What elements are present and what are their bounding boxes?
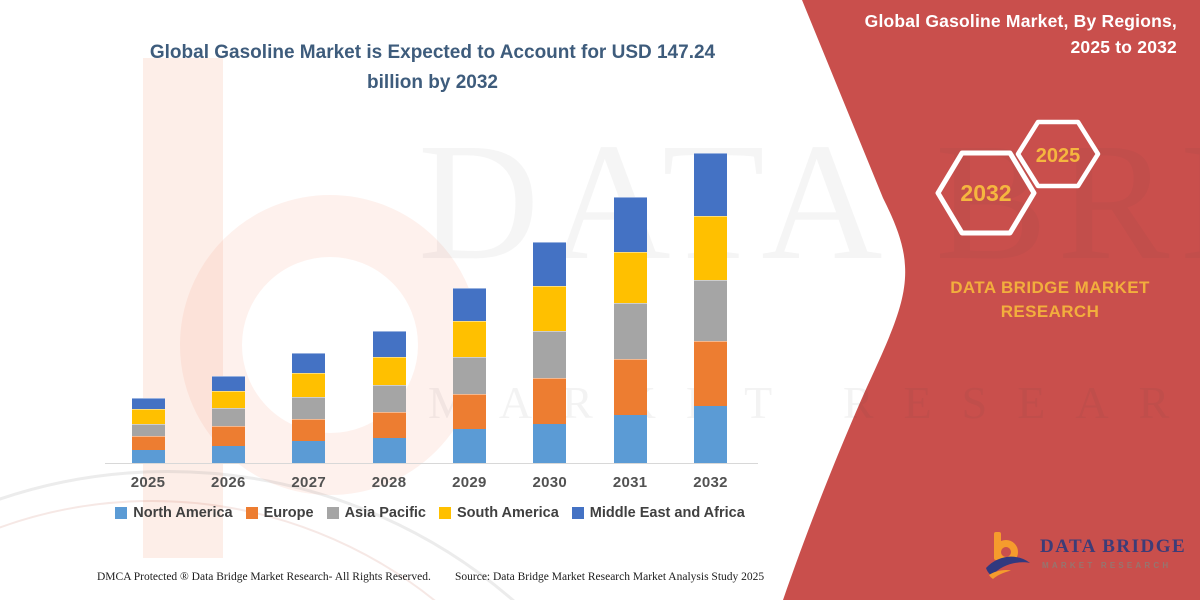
- bar-segment-south-america-2027: [292, 373, 326, 397]
- x-axis-label-2031: 2031: [612, 474, 648, 491]
- legend-item-europe: Europe: [245, 505, 314, 521]
- x-axis-label-2027: 2027: [291, 474, 326, 491]
- x-axis-label-2025: 2025: [130, 474, 166, 491]
- hexagon-2025-label: 2025: [1036, 145, 1081, 167]
- hexagon-2032: [935, 150, 1037, 236]
- legend-swatch-icon: [439, 507, 451, 519]
- logo-swoosh-accent: [989, 570, 1011, 579]
- bar-segment-europe-2030: [533, 377, 567, 425]
- legend-label: South America: [457, 505, 559, 521]
- bar-segment-north-america-2030: [533, 424, 567, 464]
- legend-swatch-icon: [326, 507, 339, 519]
- bar-segment-middle-east-and-africa-2030: [533, 242, 567, 286]
- bar-segment-asia-pacific-2028: [372, 384, 406, 412]
- footer-dmca-text: DMCA Protected ® Data Bridge Market Rese…: [97, 571, 431, 583]
- bar-segment-asia-pacific-2030: [533, 330, 567, 378]
- bar-segment-south-america-2032: [693, 216, 727, 280]
- bar-segment-asia-pacific-2029: [452, 357, 486, 395]
- bar-segment-asia-pacific-2026: [211, 407, 245, 427]
- brand-name-line1: DATA BRIDGE MARKET: [950, 278, 1150, 297]
- bar-segment-europe-2027: [292, 418, 326, 441]
- chart-title-line2: billion by 2032: [367, 72, 498, 93]
- legend-item-north-america: North America: [115, 505, 233, 521]
- x-axis-label-2029: 2029: [452, 474, 487, 491]
- logo-name-text: DATA BRIDGE: [1040, 536, 1187, 557]
- bar-segment-north-america-2032: [693, 406, 727, 464]
- bar-segment-asia-pacific-2025: [131, 423, 165, 436]
- legend-item-asia-pacific: Asia Pacific: [326, 505, 426, 521]
- company-logo: DATA BRIDGE MARKET RESEARCH: [984, 527, 1194, 589]
- bar-segment-middle-east-and-africa-2029: [452, 288, 486, 322]
- bar-segment-europe-2031: [613, 358, 647, 415]
- legend-label: Europe: [263, 505, 314, 521]
- bar-segment-south-america-2031: [613, 251, 647, 304]
- hexagon-2025: [1015, 119, 1101, 189]
- x-axis-label-2028: 2028: [371, 474, 407, 491]
- bar-segment-asia-pacific-2032: [693, 279, 727, 341]
- year-hexagons: 2032 2025: [935, 119, 1101, 236]
- bar-segment-north-america-2028: [372, 438, 406, 464]
- bar-segment-north-america-2025: [131, 449, 165, 464]
- brand-name-block: DATA BRIDGE MARKET RESEARCH: [930, 276, 1170, 324]
- legend-item-south-america: South America: [439, 505, 559, 521]
- bar-segment-south-america-2029: [452, 321, 486, 358]
- legend-label: Middle East and Africa: [589, 505, 745, 521]
- bar-segment-north-america-2029: [452, 428, 486, 464]
- hexagon-2032-label: 2032: [960, 180, 1011, 206]
- bar-segment-middle-east-and-africa-2026: [211, 375, 245, 392]
- banner-heading: Global Gasoline Market, By Regions, 2025…: [865, 8, 1177, 60]
- bar-segment-south-america-2030: [533, 285, 567, 331]
- bar-segment-south-america-2025: [131, 409, 165, 424]
- bar-segment-middle-east-and-africa-2025: [131, 397, 165, 410]
- x-axis-label-2032: 2032: [693, 474, 728, 491]
- bar-segment-south-america-2028: [372, 357, 406, 385]
- chart-title: Global Gasoline Market is Expected to Ac…: [105, 38, 760, 98]
- banner-heading-line2: 2025 to 2032: [1070, 37, 1177, 57]
- chart-legend: North America Europe Asia Pacific South Ame…: [100, 505, 760, 521]
- bar-segment-europe-2029: [452, 394, 486, 429]
- chart-title-line1: Global Gasoline Market is Expected to Ac…: [149, 42, 716, 63]
- bar-segment-europe-2032: [693, 340, 727, 407]
- x-axis-line: [105, 463, 758, 464]
- banner-heading-line1: Global Gasoline Market, By Regions,: [864, 11, 1177, 31]
- footer-source-text: Source: Data Bridge Market Research Mark…: [455, 571, 765, 583]
- bar-segment-north-america-2026: [211, 445, 245, 464]
- bar-segment-europe-2028: [372, 411, 406, 439]
- brand-name-line2: RESEARCH: [1000, 302, 1100, 321]
- x-axis-label-2030: 2030: [532, 474, 568, 491]
- bar-segment-asia-pacific-2027: [292, 396, 326, 419]
- legend-swatch-icon: [571, 507, 584, 519]
- x-axis-label-2026: 2026: [211, 474, 246, 491]
- bar-segment-south-america-2026: [211, 391, 245, 408]
- legend-label: Asia Pacific: [344, 505, 426, 521]
- bar-segment-asia-pacific-2031: [613, 303, 647, 359]
- legend-label: North America: [133, 505, 233, 521]
- logo-swoosh: [986, 556, 1030, 576]
- legend-swatch-icon: [245, 507, 258, 519]
- legend-swatch-icon: [115, 507, 128, 519]
- bar-segment-middle-east-and-africa-2027: [292, 352, 326, 374]
- bar-segment-north-america-2027: [292, 440, 326, 464]
- legend-item-middle-east-and-africa: Middle East and Africa: [571, 505, 745, 521]
- bar-segment-north-america-2031: [613, 414, 647, 464]
- bar-segment-middle-east-and-africa-2031: [613, 197, 647, 252]
- bar-segment-middle-east-and-africa-2032: [693, 153, 727, 217]
- bar-segment-europe-2025: [131, 435, 165, 450]
- data-bridge-logo-icon: [986, 532, 1030, 579]
- logo-subtitle-text: MARKET RESEARCH: [1042, 561, 1172, 570]
- bar-segment-middle-east-and-africa-2028: [372, 330, 406, 358]
- bar-segment-europe-2026: [211, 426, 245, 446]
